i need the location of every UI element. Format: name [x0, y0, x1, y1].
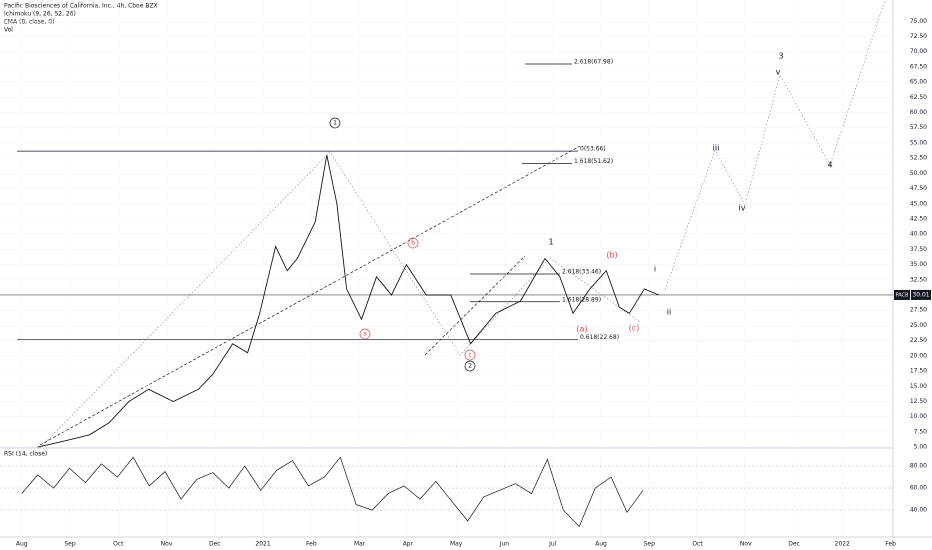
wave-circle	[407, 237, 419, 249]
fib-label: 1.618(51.62)	[574, 158, 613, 165]
y-tick-label: 60.00	[910, 109, 927, 116]
price-box	[911, 289, 931, 300]
y-tick-label: 70.00	[910, 48, 927, 55]
y-tick-label: 75.00	[910, 18, 927, 25]
fib-label: 1.618(28.89)	[562, 296, 601, 303]
indicator: Ichimoku (9, 26, 52, 26)	[4, 11, 76, 18]
x-tick-label: Sep	[64, 541, 76, 548]
x-tick-label: 2022	[835, 541, 850, 548]
x-tick-label: Aug	[595, 541, 607, 548]
wave-label: 3	[778, 52, 783, 61]
channel-line	[424, 255, 526, 356]
y-tick-label: 52.50	[910, 155, 927, 162]
y-tick-label: 57.50	[910, 124, 927, 131]
wave-label: b	[411, 240, 415, 247]
y-tick-label: 55.00	[910, 139, 927, 146]
x-tick-label: Dec	[209, 541, 221, 548]
x-tick-label: 2021	[255, 541, 270, 548]
y-tick-label: 15.00	[910, 383, 927, 390]
x-tick-label: Jun	[499, 541, 510, 548]
x-tick-label: Nov	[740, 541, 752, 548]
x-tick-label: Oct	[692, 541, 703, 548]
x-tick-label: Jul	[548, 541, 557, 548]
x-tick-label: Dec	[788, 541, 800, 548]
y-tick-label: 45.00	[910, 200, 927, 207]
fib-label: 2.618(33.46)	[562, 268, 601, 275]
x-tick-label: Nov	[161, 541, 173, 548]
y-tick-label: 50.00	[910, 170, 927, 177]
wave-label: v	[776, 68, 781, 77]
y-tick-label: 80.00	[910, 463, 927, 470]
wave-label: c	[468, 352, 471, 359]
indicator: RSI (14, close)	[4, 451, 47, 458]
y-tick-label: 40.00	[910, 507, 927, 514]
indicator: EMA (8, close, 0)	[4, 19, 54, 26]
y-tick-label: 67.50	[910, 63, 927, 70]
wave-circle	[464, 349, 476, 361]
wave-label: 1	[548, 238, 553, 247]
wave-label: 1	[333, 120, 337, 127]
wave-label: (c)	[629, 324, 640, 333]
y-tick-label: 72.50	[910, 33, 927, 40]
y-tick-label: 20.00	[910, 352, 927, 359]
y-tick-label: 5.00	[914, 444, 928, 451]
x-tick-label: Feb	[306, 541, 317, 548]
wave-label: ii	[667, 308, 671, 317]
wave-circle	[464, 360, 476, 372]
wave-label: i	[654, 265, 656, 274]
wave-label: 4	[827, 161, 832, 170]
y-tick-label: 25.00	[910, 322, 927, 329]
y-tick-label: 62.50	[910, 94, 927, 101]
wave-label: (a)	[576, 325, 587, 334]
y-tick-label: 47.50	[910, 185, 927, 192]
y-tick-label: 32.50	[910, 276, 927, 283]
y-tick-label: 42.50	[910, 215, 927, 222]
fib-label: 0(53.66)	[580, 146, 606, 153]
y-tick-label: 37.50	[910, 246, 927, 253]
y-tick-label: 7.50	[914, 428, 928, 435]
y-tick-label: 12.50	[910, 398, 927, 405]
wave-label: (b)	[606, 251, 617, 260]
series-line	[21, 456, 644, 528]
series-line	[37, 155, 660, 448]
fib-label: 0.618(22.68)	[580, 334, 619, 341]
symbol-label: PACB	[896, 292, 910, 298]
indicator: Vol	[4, 27, 13, 34]
y-tick-label: 40.00	[910, 231, 927, 238]
wave-label: iii	[713, 144, 720, 153]
x-tick-label: Sep	[644, 541, 656, 548]
y-tick-label: 22.50	[910, 337, 927, 344]
y-tick-label: 27.50	[910, 307, 927, 314]
symbol-title: Pacific Biosciences of California, Inc.,…	[4, 3, 158, 10]
wave-circle	[329, 117, 341, 129]
y-tick-label: 17.50	[910, 368, 927, 375]
x-tick-label: Apr	[403, 541, 414, 548]
x-tick-label: Mar	[354, 541, 366, 548]
x-tick-label: Aug	[16, 541, 28, 548]
y-tick-label: 10.00	[910, 413, 927, 420]
price-label: 30.01	[912, 291, 929, 298]
wave-circle	[359, 328, 371, 340]
trend-line	[39, 145, 581, 446]
wave-label: 2	[468, 363, 472, 370]
fib-label: 2.618(67.98)	[574, 58, 613, 65]
y-tick-label: 35.00	[910, 261, 927, 268]
x-tick-label: Oct	[113, 541, 124, 548]
wave-label: iv	[739, 204, 746, 213]
y-tick-label: 60.00	[910, 485, 927, 492]
x-tick-label: May	[450, 541, 463, 548]
wave-label: a	[363, 331, 367, 338]
y-tick-label: 65.00	[910, 79, 927, 86]
x-tick-label: Feb	[885, 541, 896, 548]
symbol-box	[894, 289, 910, 300]
